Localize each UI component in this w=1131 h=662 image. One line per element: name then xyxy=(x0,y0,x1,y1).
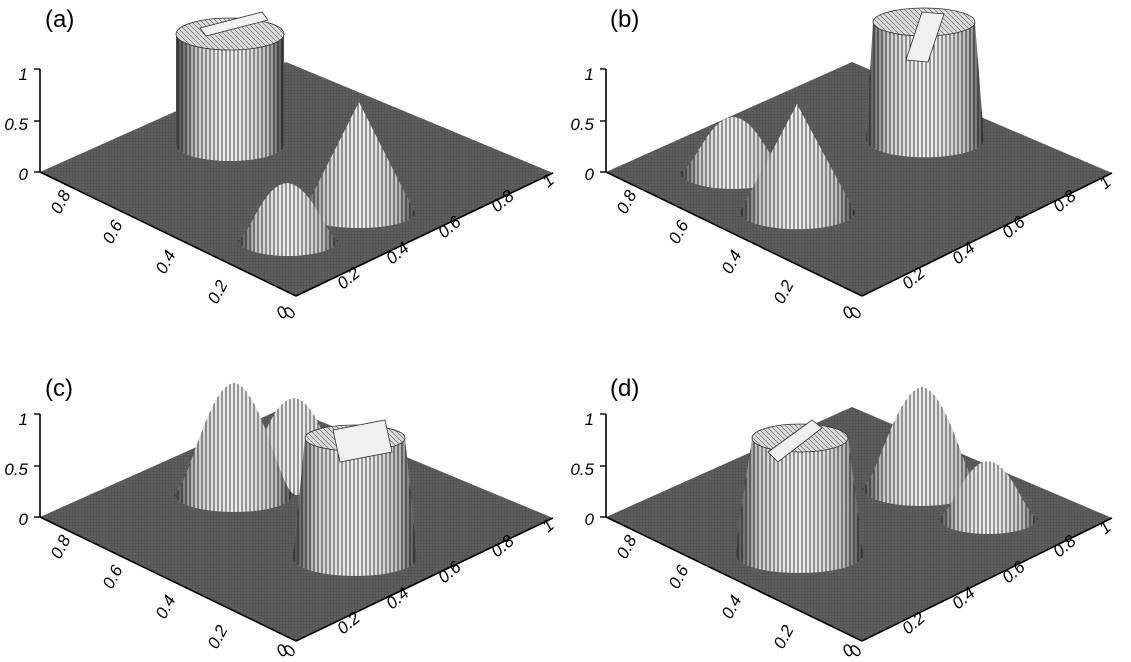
gaussian-hump xyxy=(938,461,1038,534)
y-tick-label: 0.2 xyxy=(770,277,798,307)
y-tick-label: 0.2 xyxy=(204,277,232,307)
z-tick-marks xyxy=(34,413,40,518)
panel-d: (d) 1 0.5 0 0.8 0.6 0.4 0.2 0 0 0.2 0.4 … xyxy=(570,375,1114,661)
y-tick-label: 0.8 xyxy=(47,187,75,217)
y-axis xyxy=(39,171,297,297)
x-axis xyxy=(861,172,1113,297)
y-tick-label: 0.6 xyxy=(665,217,693,247)
z-tick-label: 0.5 xyxy=(4,460,28,479)
panel-c: (c) 1 0.5 0 0.8 0.6 0.4 0.2 0 0 0.2 0.4 … xyxy=(4,375,557,661)
x-tick-label: 1 xyxy=(538,515,557,536)
y-tick-label: 0.4 xyxy=(718,247,746,277)
y-tick-label: 0.8 xyxy=(613,532,641,562)
base-plane xyxy=(40,62,553,296)
y-tick-label: 0.2 xyxy=(770,622,798,652)
z-tick-label: 0 xyxy=(19,510,29,529)
cone xyxy=(740,104,855,230)
panel-label: (a) xyxy=(45,6,74,33)
cylinder-top xyxy=(175,17,285,51)
slotted-cylinder xyxy=(866,7,984,158)
gaussian-hump xyxy=(238,183,338,256)
y-tick-label: 0.2 xyxy=(204,622,232,652)
gaussian-hump xyxy=(680,117,786,189)
y-tick-label: 0.4 xyxy=(152,247,180,277)
panel-a: (a) 1 0.5 0 0.8 0.6 0.4 0.2 0 0 0.2 0.4 … xyxy=(4,6,557,323)
z-tick-label: 1 xyxy=(585,65,594,84)
z-tick-marks xyxy=(34,68,40,173)
cone xyxy=(174,383,294,512)
x-axis xyxy=(295,517,554,642)
panel-label: (c) xyxy=(45,375,73,402)
y-tick-label: 0.8 xyxy=(47,532,75,562)
z-tick-label: 0 xyxy=(585,510,595,529)
x-axis xyxy=(861,517,1113,642)
panel-b: (b) 1 0.5 0 0.8 0.6 0.4 0.2 0 0 0.2 0.4 … xyxy=(570,6,1114,323)
y-tick-label: 0.4 xyxy=(718,592,746,622)
y-tick-label: 0.6 xyxy=(99,562,127,592)
x-axis xyxy=(295,172,554,297)
y-axis xyxy=(605,171,863,297)
z-tick-label: 1 xyxy=(19,65,28,84)
cylinder-slot xyxy=(905,11,945,63)
z-tick-label: 1 xyxy=(19,410,28,429)
slotted-cylinder xyxy=(175,11,285,161)
cylinder-slot xyxy=(767,419,823,463)
panel-label: (b) xyxy=(610,6,639,33)
y-axis xyxy=(605,516,863,642)
x-tick-label: 1 xyxy=(538,170,557,191)
base-plane xyxy=(606,62,1112,296)
cylinder-slot xyxy=(199,11,269,37)
cone xyxy=(303,102,415,228)
slotted-cylinder xyxy=(735,419,863,573)
y-tick-label: 0.6 xyxy=(99,217,127,247)
panel-label: (d) xyxy=(610,375,639,402)
z-tick-label: 0 xyxy=(585,165,595,184)
cone xyxy=(862,387,980,506)
z-tick-label: 0.5 xyxy=(570,460,594,479)
y-axis xyxy=(39,516,297,642)
z-tick-marks xyxy=(600,68,606,173)
z-tick-label: 1 xyxy=(585,410,594,429)
y-tick-label: 0.6 xyxy=(665,562,693,592)
x-tick-label: 1 xyxy=(1095,517,1114,538)
z-tick-label: 0 xyxy=(19,165,29,184)
x-tick-label: 1 xyxy=(1095,172,1114,193)
y-tick-label: 0.8 xyxy=(613,187,641,217)
z-tick-label: 0.5 xyxy=(4,115,28,134)
z-tick-marks xyxy=(600,413,606,518)
cylinder-slot xyxy=(332,419,393,463)
z-tick-label: 0.5 xyxy=(570,115,594,134)
y-tick-label: 0.4 xyxy=(152,592,180,622)
slotted-cylinder xyxy=(293,419,417,576)
